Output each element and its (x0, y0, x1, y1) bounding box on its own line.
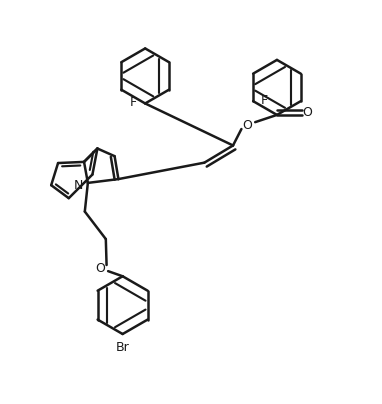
Text: O: O (242, 119, 252, 132)
Text: N: N (74, 179, 83, 191)
Text: F: F (129, 96, 136, 109)
Text: F: F (260, 94, 267, 107)
Text: O: O (95, 261, 105, 275)
Text: Br: Br (116, 341, 129, 354)
Text: O: O (303, 106, 312, 119)
